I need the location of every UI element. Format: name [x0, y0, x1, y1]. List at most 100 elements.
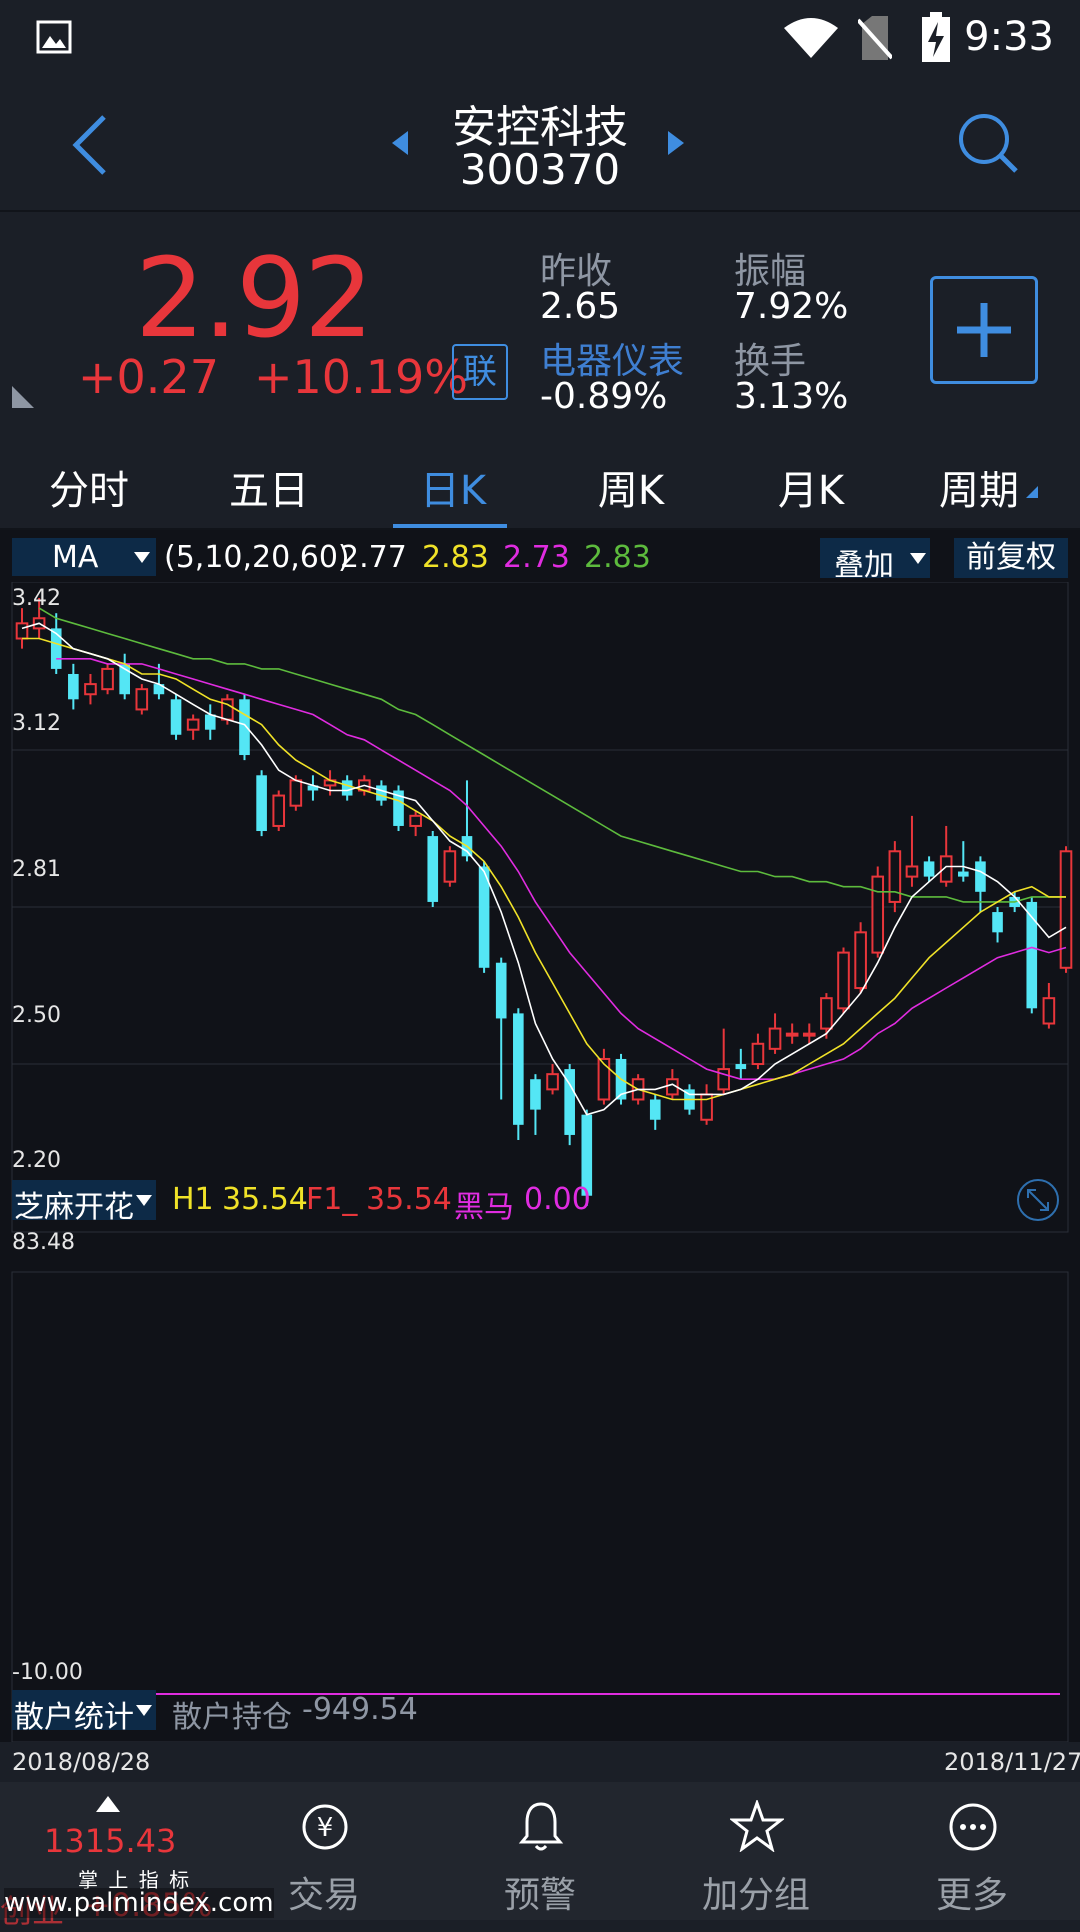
indicator-bottom-label: -10.00: [12, 1660, 83, 1685]
candle-body: [135, 688, 149, 711]
tab-intraday[interactable]: 分时: [49, 468, 129, 514]
f1-label: F1_: [306, 1182, 358, 1217]
next-stock-icon[interactable]: [666, 129, 686, 157]
watermark-url: www.palmindex.com: [4, 1888, 274, 1918]
tab-period[interactable]: 周期: [939, 468, 1019, 514]
candle-body: [992, 912, 1003, 933]
candle-body: [239, 699, 250, 756]
add-watchlist-button[interactable]: [930, 276, 1038, 384]
price-axis-label: 3.12: [12, 711, 61, 736]
candle-body: [597, 1057, 611, 1101]
bottom-nav: 1315.43 掌 上 指 标 创业 +0.85% www.palmindex.…: [0, 1782, 1080, 1930]
candle-body: [376, 785, 387, 801]
chevron-down-icon: [134, 552, 150, 563]
candle-body: [393, 790, 404, 826]
price-axis-label: 2.50: [12, 1003, 61, 1028]
tab-five-day[interactable]: 五日: [229, 468, 309, 514]
svg-text:¥: ¥: [317, 1813, 334, 1843]
candle-body: [221, 698, 234, 721]
adjust-button[interactable]: 前复权: [954, 538, 1068, 578]
nav-add-group[interactable]: 加分组: [648, 1782, 864, 1920]
candle-body: [1059, 850, 1073, 969]
tab-monthly-k[interactable]: 月K: [777, 468, 845, 514]
chevron-down-icon: [136, 1195, 152, 1206]
stock-header: 安控科技 300370: [0, 75, 1080, 212]
nav-more[interactable]: 更多: [864, 1782, 1080, 1920]
battery-charging-icon: [922, 12, 950, 62]
tab-period-dropdown-icon: [1026, 486, 1038, 498]
no-sim-icon: [858, 16, 892, 60]
quote-panel: 2.92 +0.27 +10.19% 联 昨收 2.65 电器仪表 -0.89%…: [0, 212, 1080, 434]
candle-body: [341, 780, 353, 796]
candle-body: [409, 814, 422, 827]
price-axis-label: 2.20: [12, 1148, 61, 1173]
nav-more-label: 更多: [935, 1875, 1008, 1916]
candle-body: [1026, 901, 1038, 1009]
overlay-label: 叠加: [834, 548, 894, 583]
chart-area: MA (5,10,20,60) 2.77 2.83 2.73 2.83 叠加 前…: [0, 530, 1080, 1782]
retail-selector[interactable]: 散户统计: [12, 1690, 156, 1735]
bell-icon: [518, 1802, 564, 1851]
stock-name: 安控科技: [452, 102, 628, 153]
candle-body: [546, 1073, 559, 1091]
turnover-label: 换手: [734, 341, 807, 382]
retail-label: 散户持仓: [172, 1700, 292, 1735]
index-ticker[interactable]: 1315.43 掌 上 指 标 创业 +0.85% www.palmindex.…: [0, 1782, 274, 1930]
tab-daily-k[interactable]: 日K: [419, 468, 487, 514]
amplitude-value: 7.92%: [734, 286, 849, 327]
indicator-selector-label: 芝麻开花: [14, 1190, 134, 1225]
prev-close-label: 昨收: [540, 251, 613, 292]
indicator-frame: [11, 1271, 1069, 1743]
candle-body: [717, 1068, 731, 1091]
tab-weekly-k[interactable]: 周K: [597, 468, 665, 514]
indicator-selector[interactable]: 芝麻开花: [12, 1180, 156, 1225]
nav-trade[interactable]: ¥ 交易: [216, 1782, 432, 1920]
back-icon[interactable]: [70, 113, 110, 177]
more-icon: [949, 1803, 997, 1851]
candle-body: [119, 663, 130, 695]
sector-change: -0.89%: [540, 376, 668, 417]
candle-body: [649, 1099, 661, 1120]
candle-body: [15, 622, 29, 640]
price-axis-label: 3.42: [12, 586, 61, 611]
date-bar: [0, 1742, 1080, 1782]
candle-body: [871, 875, 885, 954]
candle-body: [50, 628, 62, 669]
nav-alert[interactable]: 预警: [432, 1782, 648, 1920]
linked-button[interactable]: 联: [452, 344, 508, 400]
ma5-line: [21, 622, 1067, 1116]
candle-body: [272, 794, 286, 827]
indicator-top-label: 83.48: [12, 1230, 75, 1255]
index-value: 1315.43: [44, 1822, 177, 1860]
status-bar: 9:33: [0, 0, 1080, 75]
candle-body: [101, 667, 114, 691]
ma60-line: [38, 607, 1066, 903]
candle-body: [854, 931, 867, 990]
ma-params: (5,10,20,60): [164, 540, 350, 575]
prev-stock-icon[interactable]: [390, 129, 410, 157]
start-date: 2018/08/28: [12, 1748, 151, 1776]
end-date: 2018/11/27: [944, 1748, 1080, 1776]
current-price: 2.92: [135, 234, 374, 362]
corner-triangle-icon: [12, 386, 34, 408]
ma-selector[interactable]: MA: [12, 538, 156, 576]
overlay-button[interactable]: 叠加: [820, 538, 930, 583]
nav-alert-label: 预警: [503, 1875, 576, 1916]
chevron-down-icon: [136, 1705, 152, 1716]
h1-value: 35.54: [222, 1182, 308, 1217]
caret-up-icon: [96, 1796, 120, 1812]
star-icon: [730, 1800, 784, 1852]
expand-icon[interactable]: [1016, 1178, 1060, 1222]
candle-body: [153, 684, 165, 695]
candle-body: [186, 718, 200, 731]
sector-label[interactable]: 电器仪表: [540, 341, 685, 382]
candle-body: [958, 871, 969, 877]
search-icon[interactable]: [956, 111, 1022, 177]
watermark-text: 掌 上 指 标: [78, 1868, 192, 1892]
h1-label: H1: [172, 1182, 214, 1217]
candle-body: [1042, 997, 1056, 1025]
nav-trade-label: 交易: [287, 1875, 360, 1916]
candle-body: [923, 861, 935, 877]
candle-body: [735, 1064, 747, 1070]
candlestick-chart[interactable]: [0, 582, 1080, 1760]
